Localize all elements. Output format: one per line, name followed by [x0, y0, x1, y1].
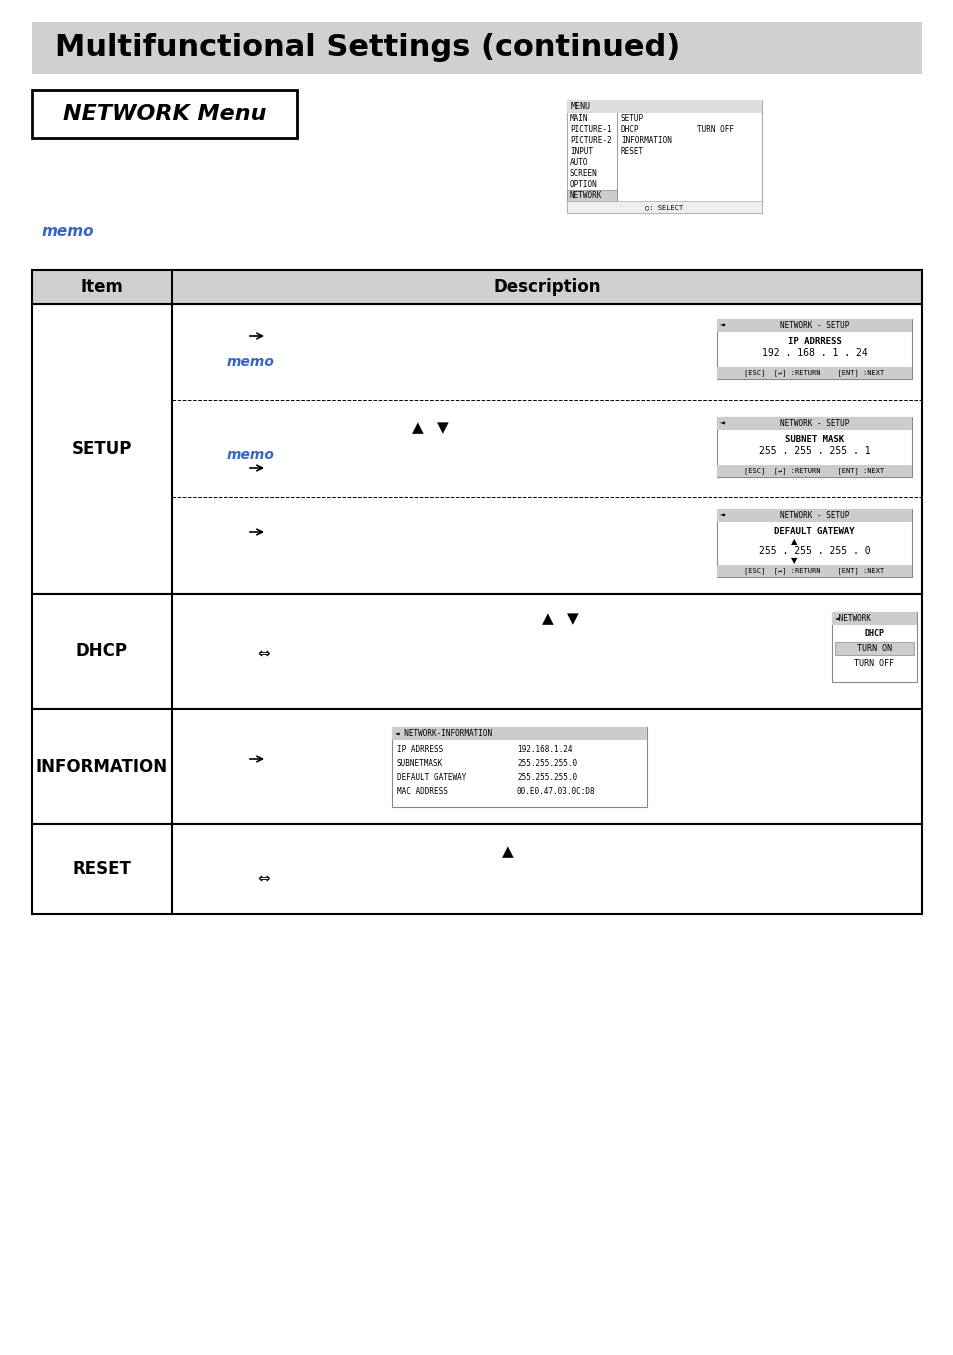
Bar [831, 612, 916, 625]
Bar [32, 824, 921, 915]
Text: RESET: RESET [72, 860, 132, 878]
Bar [717, 509, 911, 577]
Bar [834, 642, 913, 654]
Text: [ESC]  [↵] :RETURN    [ENT] :NEXT: [ESC] [↵] :RETURN [ENT] :NEXT [743, 568, 883, 575]
Text: ○: SELECT: ○: SELECT [644, 205, 683, 210]
Bar [566, 100, 761, 213]
Text: ⇔: ⇔ [256, 646, 270, 661]
Text: NETWORK: NETWORK [569, 191, 601, 201]
Text: 255.255.255.0: 255.255.255.0 [517, 772, 577, 782]
Text: TURN OFF: TURN OFF [697, 125, 733, 134]
Text: ◄: ◄ [720, 419, 724, 428]
Text: ⇔: ⇔ [256, 871, 270, 886]
Bar [566, 190, 617, 201]
Text: OPTION: OPTION [569, 180, 598, 188]
Text: TURN ON: TURN ON [856, 644, 891, 653]
Text: ▼: ▼ [436, 420, 448, 435]
Text: ◄: ◄ [720, 321, 724, 331]
Text: TURN OFF: TURN OFF [854, 660, 894, 668]
Text: RESET: RESET [620, 146, 643, 156]
Text: ▲: ▲ [412, 420, 423, 435]
Text: NETWORK - SETUP: NETWORK - SETUP [779, 511, 848, 520]
Text: memo: memo [227, 449, 274, 462]
Bar [392, 728, 646, 740]
Bar [717, 417, 911, 477]
Text: PICTURE-1: PICTURE-1 [569, 125, 611, 134]
Bar [566, 100, 761, 112]
Text: memo: memo [227, 355, 274, 369]
Text: DHCP: DHCP [863, 630, 883, 638]
Text: memo: memo [42, 225, 94, 240]
Text: ▲: ▲ [501, 844, 514, 859]
Bar [717, 509, 911, 522]
Bar [566, 201, 761, 213]
Text: IP ADRRESS: IP ADRRESS [787, 336, 841, 346]
Text: INFORMATION: INFORMATION [620, 136, 671, 145]
Bar [32, 270, 921, 304]
Text: Item: Item [80, 278, 123, 295]
Bar [392, 728, 646, 808]
Text: 255.255.255.0: 255.255.255.0 [517, 759, 577, 767]
Text: ◄NETWORK: ◄NETWORK [834, 614, 871, 623]
Bar [717, 565, 911, 577]
Text: NETWORK - SETUP: NETWORK - SETUP [779, 419, 848, 428]
Bar [32, 304, 921, 593]
Text: NETWORK - SETUP: NETWORK - SETUP [779, 321, 848, 331]
Text: INPUT: INPUT [569, 146, 593, 156]
Text: SCREEN: SCREEN [569, 169, 598, 178]
Text: ◄ NETWORK-INFORMATION: ◄ NETWORK-INFORMATION [395, 729, 492, 738]
Text: SETUP: SETUP [620, 114, 643, 123]
Text: MAC ADDRESS: MAC ADDRESS [396, 786, 447, 795]
Bar [717, 367, 911, 379]
Text: MENU: MENU [571, 102, 590, 111]
Text: ▼: ▼ [566, 611, 578, 626]
Text: IP ADRRESS: IP ADRRESS [396, 744, 443, 753]
Bar [32, 709, 921, 824]
Text: 192.168.1.24: 192.168.1.24 [517, 744, 572, 753]
Bar [32, 22, 921, 75]
Text: [ESC]  [↵] :RETURN    [ENT] :NEXT: [ESC] [↵] :RETURN [ENT] :NEXT [743, 370, 883, 377]
Text: PICTURE-2: PICTURE-2 [569, 136, 611, 145]
Bar [32, 593, 921, 709]
Text: ▲: ▲ [790, 538, 797, 546]
Text: 255 . 255 . 255 . 0: 255 . 255 . 255 . 0 [758, 546, 869, 556]
Text: SUBNET MASK: SUBNET MASK [784, 435, 843, 443]
Text: Multifunctional Settings (continued): Multifunctional Settings (continued) [55, 34, 679, 62]
Text: Description: Description [493, 278, 600, 295]
Text: DHCP: DHCP [620, 125, 639, 134]
Text: ◄: ◄ [720, 511, 724, 520]
Bar [717, 417, 911, 430]
Text: 192 . 168 . 1 . 24: 192 . 168 . 1 . 24 [760, 348, 866, 358]
Bar [831, 612, 916, 682]
Text: ▼: ▼ [790, 557, 797, 565]
Text: INFORMATION: INFORMATION [36, 757, 168, 775]
Bar [717, 318, 911, 332]
Text: NETWORK Menu: NETWORK Menu [63, 104, 267, 125]
Text: DEFAULT GATEWAY: DEFAULT GATEWAY [774, 527, 854, 535]
Text: MAIN: MAIN [569, 114, 588, 123]
Text: ▲: ▲ [541, 611, 553, 626]
Text: 00.E0.47.03.0C:D8: 00.E0.47.03.0C:D8 [517, 786, 595, 795]
Text: [ESC]  [↵] :RETURN    [ENT] :NEXT: [ESC] [↵] :RETURN [ENT] :NEXT [743, 467, 883, 474]
Text: DEFAULT GATEWAY: DEFAULT GATEWAY [396, 772, 466, 782]
Text: AUTO: AUTO [569, 159, 588, 167]
Text: 255 . 255 . 255 . 1: 255 . 255 . 255 . 1 [758, 446, 869, 457]
Text: SUBNETMASK: SUBNETMASK [396, 759, 443, 767]
Bar [717, 465, 911, 477]
Bar [32, 89, 296, 138]
Bar [717, 318, 911, 379]
Text: SETUP: SETUP [71, 440, 132, 458]
Text: DHCP: DHCP [76, 642, 128, 660]
